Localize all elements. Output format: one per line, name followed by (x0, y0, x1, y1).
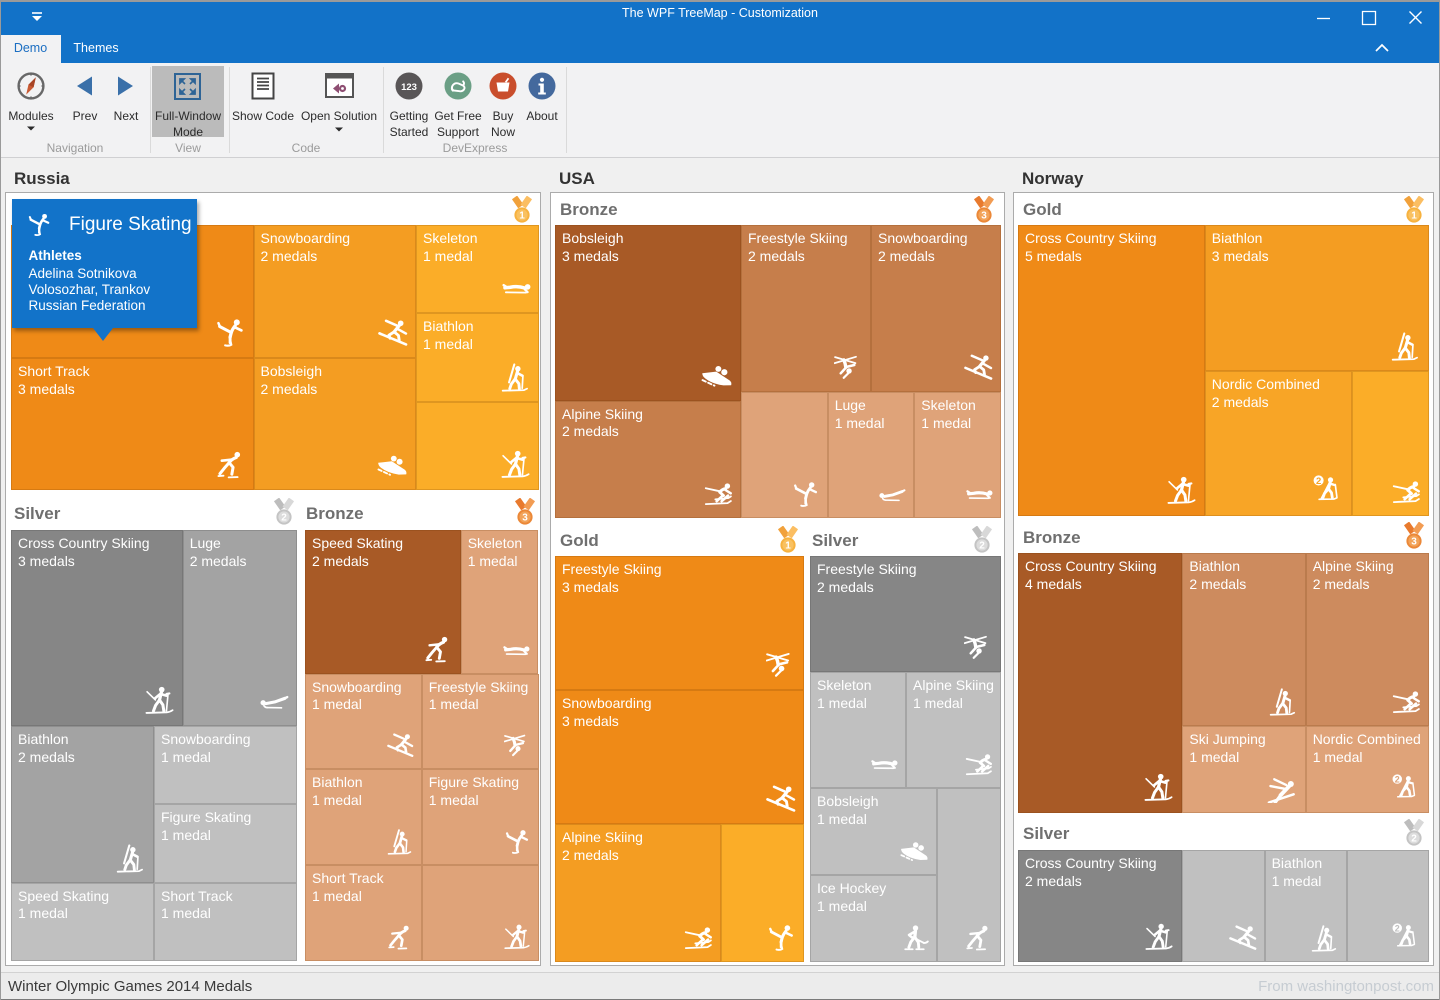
svg-text:2: 2 (979, 541, 985, 552)
svg-text:3: 3 (522, 513, 528, 524)
svg-text:2: 2 (281, 513, 287, 524)
svg-text:1: 1 (785, 541, 791, 552)
svg-text:1: 1 (1411, 211, 1417, 222)
svg-text:2: 2 (1411, 834, 1417, 845)
svg-text:2: 2 (1395, 774, 1400, 784)
svg-text:1: 1 (519, 211, 525, 222)
svg-text:123: 123 (401, 82, 417, 93)
svg-text:3: 3 (981, 211, 987, 222)
svg-text:2: 2 (1316, 476, 1321, 487)
svg-text:3: 3 (1411, 537, 1417, 548)
svg-text:2: 2 (1395, 923, 1400, 933)
